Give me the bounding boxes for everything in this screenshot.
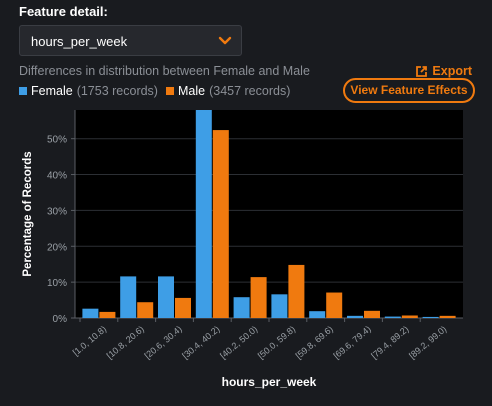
x-tick-label: [1.0, 10.8) [71, 324, 108, 358]
bar-male [401, 315, 418, 318]
y-tick-label: 20% [47, 242, 67, 253]
x-tick-label: [10.8, 20.6) [105, 324, 146, 361]
y-axis-title: Percentage of Records [22, 151, 34, 276]
legend-swatch-male [165, 87, 174, 95]
legend-count-female: (1753 records) [76, 84, 158, 98]
bar-male [212, 130, 229, 318]
bar-male [439, 315, 456, 318]
y-tick-label: 40% [47, 171, 67, 182]
legend-count-male: (3457 records) [209, 84, 291, 98]
legend-name-male: Male [177, 84, 206, 98]
export-label: Export [432, 64, 472, 78]
bar-male [288, 264, 305, 318]
legend-name-female: Female [31, 84, 73, 98]
export-button[interactable]: Export [415, 64, 472, 78]
x-tick-label: [40.2, 50.0) [218, 324, 259, 361]
chevron-down-icon [218, 36, 232, 45]
distribution-subtitle: Differences in distribution between Fema… [19, 64, 310, 78]
bar-female [422, 316, 439, 318]
x-tick-label: [50.0, 59.8) [256, 324, 297, 361]
legend-swatch-female [19, 87, 27, 95]
bar-female [158, 276, 174, 318]
feature-select-value: hours_per_week [31, 34, 128, 49]
bar-female [120, 276, 137, 318]
distribution-bar-chart: 0% 10% 20% 30% 40% 50% [1.0, 10.8)[10.8, 20.6)… [22, 110, 463, 389]
bar-male [137, 302, 154, 318]
bar-female [233, 297, 250, 318]
export-icon [416, 65, 428, 77]
x-tick-label: [59.8, 69.6) [294, 324, 335, 361]
bar-female [271, 294, 288, 318]
y-tick-label: 10% [47, 278, 67, 289]
bar-female [82, 308, 99, 318]
bar-male [364, 310, 380, 318]
feature-detail-label: Feature detail: [19, 4, 108, 19]
chart-legend: Female (1753 records) Male (3457 records… [19, 84, 298, 98]
view-feature-effects-button[interactable]: View Feature Effects [343, 78, 475, 103]
bar-female [195, 110, 212, 318]
bar-male [250, 277, 267, 318]
bar-male [99, 311, 116, 318]
y-tick-label: 0% [53, 314, 68, 325]
x-tick-label: [79.4, 89.2) [369, 324, 410, 361]
bar-female [347, 315, 363, 318]
x-tick-label: [20.6, 30.4) [142, 324, 183, 361]
x-axis-title: hours_per_week [222, 375, 317, 389]
bar-female [384, 316, 401, 318]
plot-area [75, 110, 463, 318]
bar-male [326, 292, 343, 318]
y-tick-label: 30% [47, 206, 67, 217]
x-tick-label: [89.2, 99.0) [407, 324, 448, 361]
feature-select[interactable]: hours_per_week [19, 25, 242, 56]
x-tick-label: [69.6, 79.4) [331, 324, 372, 361]
x-tick-label: [30.4, 40.2) [180, 324, 221, 361]
bar-female [309, 311, 326, 318]
bar-male [175, 297, 191, 318]
y-tick-label: 50% [47, 135, 67, 146]
